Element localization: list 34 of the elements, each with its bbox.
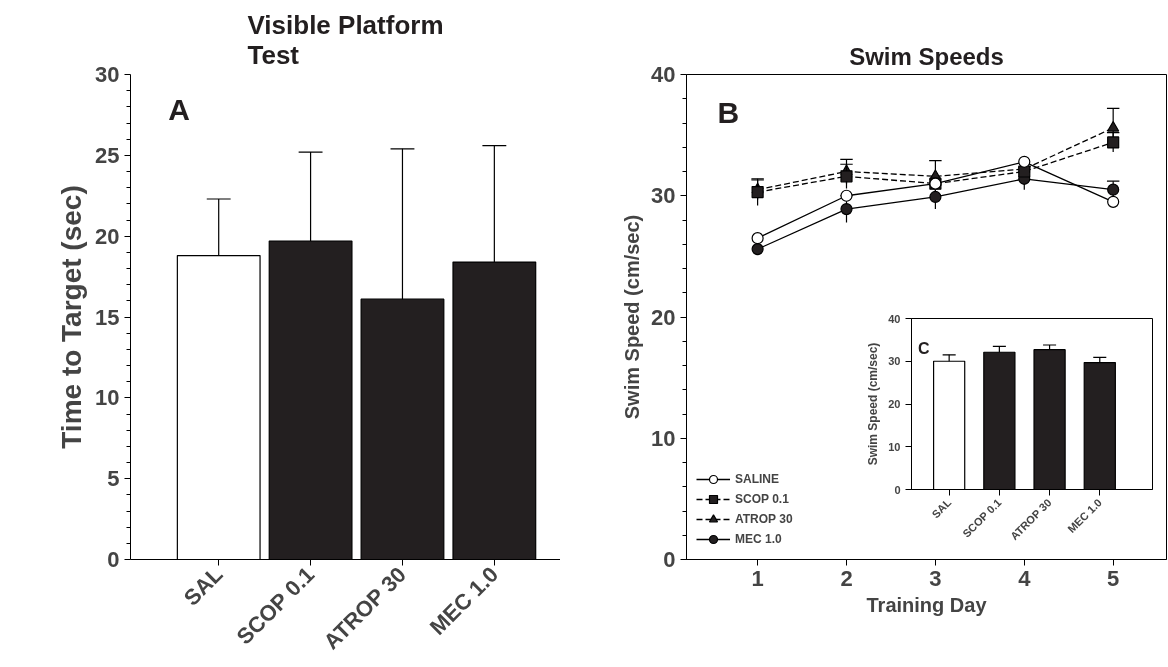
- x-tick-label: SAL: [178, 561, 228, 611]
- y-tick-label: 0: [107, 547, 120, 572]
- chart-title: Swim Speeds: [849, 42, 1004, 70]
- y-tick-label: 20: [651, 304, 676, 330]
- x-axis-title: Training Day: [866, 593, 988, 616]
- y-tick-label: 10: [888, 440, 901, 453]
- x-tick-label: 2: [840, 565, 853, 591]
- x-tick-label: 3: [929, 565, 942, 591]
- annotation: C: [918, 339, 931, 357]
- y-tick-label: 20: [95, 223, 120, 249]
- y-tick-label: 0: [894, 483, 901, 496]
- y-tick-label: 40: [888, 312, 901, 325]
- y-tick-label: 30: [95, 62, 120, 87]
- y-axis-title: Swim Speed (cm/sec): [866, 342, 881, 466]
- y-tick-label: 30: [651, 183, 676, 209]
- annotation: B: [717, 96, 740, 130]
- y-tick-label: 25: [95, 142, 120, 168]
- annotation: A: [168, 93, 190, 127]
- y-tick-label: 15: [95, 304, 120, 330]
- x-tick-label: 4: [1018, 565, 1032, 591]
- y-tick-label: 30: [888, 355, 901, 368]
- y-tick-label: 20: [888, 398, 901, 410]
- y-tick-label: 5: [107, 466, 120, 492]
- y-tick-label: 10: [651, 425, 676, 451]
- x-tick-label: 5: [1107, 565, 1120, 591]
- x-tick-label: 1: [751, 565, 764, 591]
- x-tick-label: SAL: [929, 496, 954, 521]
- y-axis-title: Swim Speed (cm/sec): [621, 214, 644, 420]
- y-tick-label: 10: [95, 385, 120, 411]
- y-axis-title: Time to Target (sec): [56, 185, 88, 449]
- y-tick-label: 0: [663, 547, 676, 572]
- legend-label: SALINE: [735, 472, 780, 486]
- chart-title: Visible Platform Test: [247, 9, 444, 70]
- y-tick-label: 40: [651, 62, 676, 87]
